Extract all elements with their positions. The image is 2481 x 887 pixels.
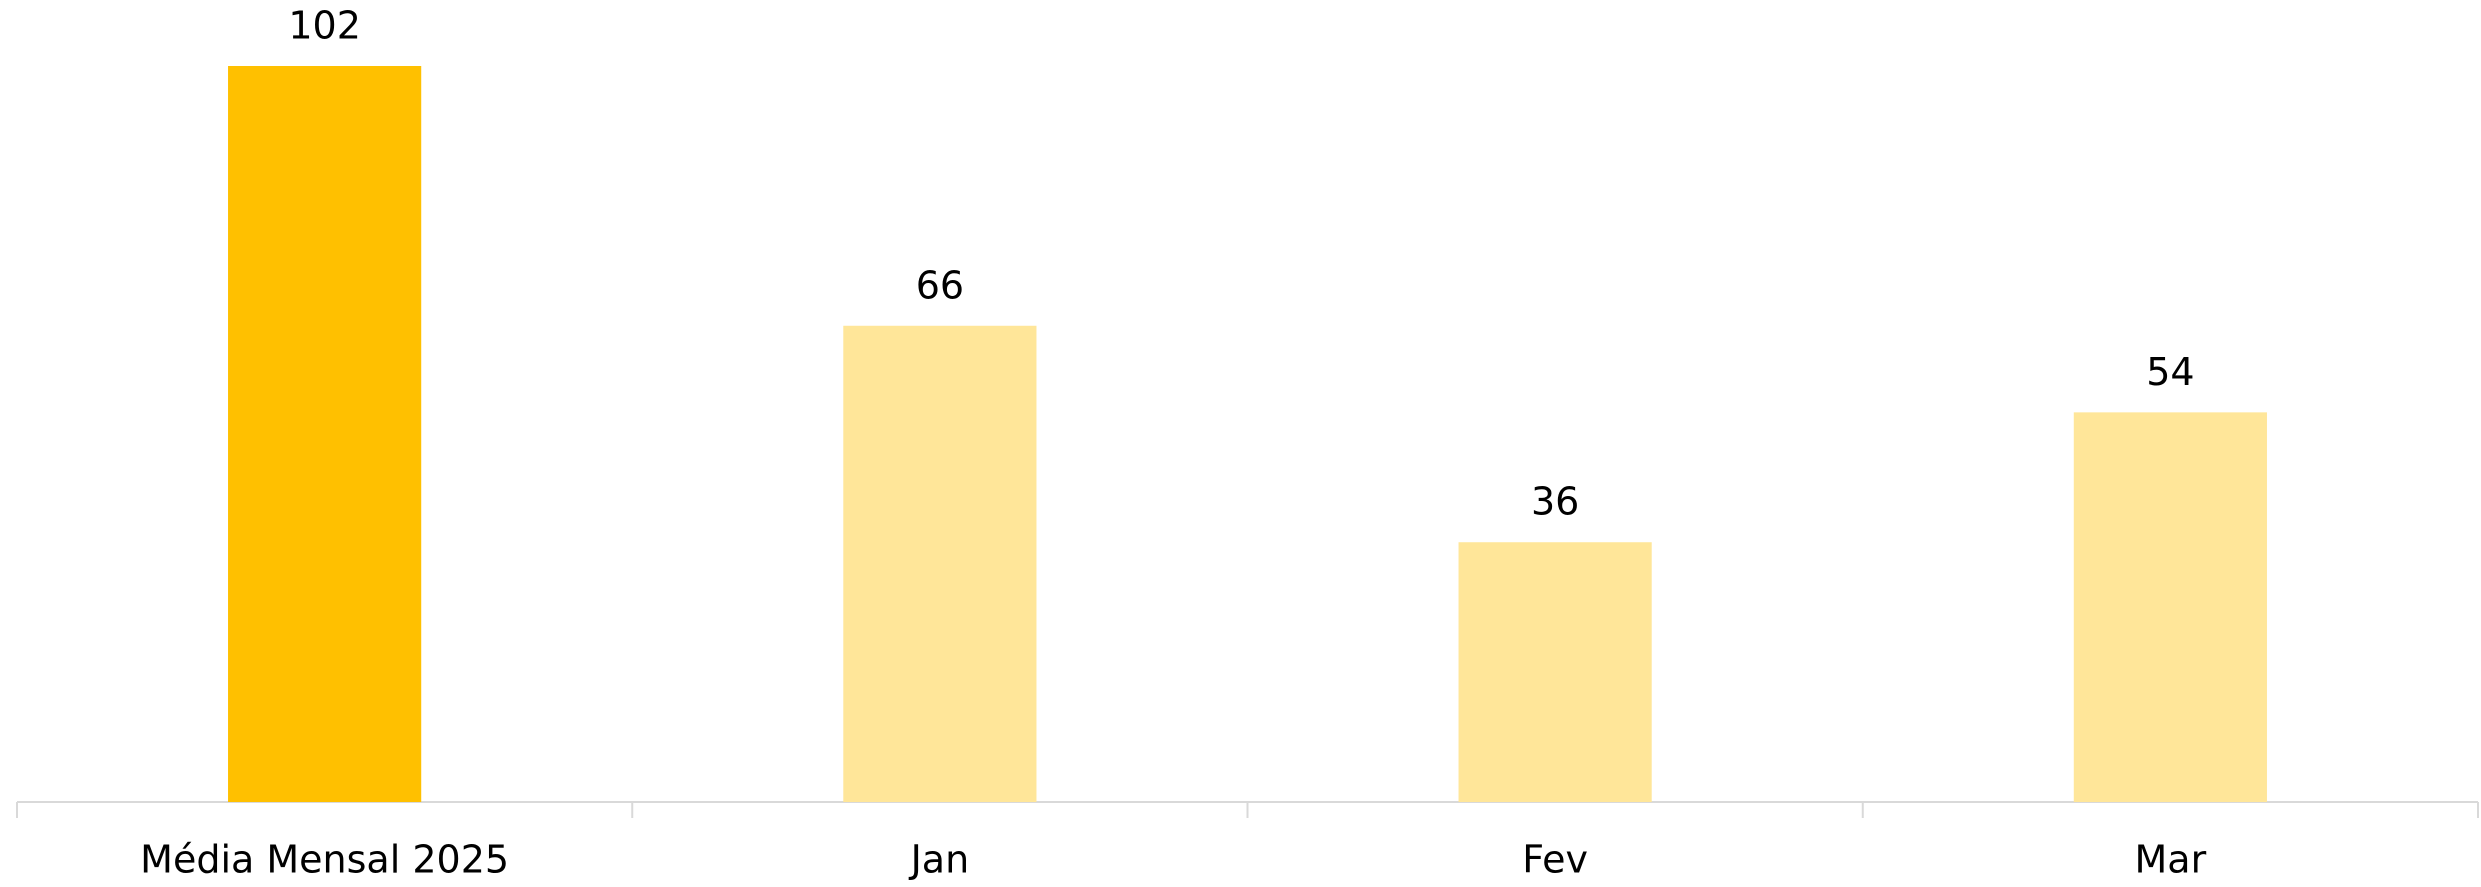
x-tick-label: Jan xyxy=(909,838,970,882)
value-label: 54 xyxy=(2146,350,2194,394)
bar xyxy=(843,325,1037,802)
bar xyxy=(2073,412,2267,802)
x-tick-label: Fev xyxy=(1522,838,1588,882)
bar xyxy=(1458,542,1652,802)
value-label: 102 xyxy=(288,4,361,48)
bar xyxy=(228,66,422,802)
x-tick-label: Média Mensal 2025 xyxy=(140,838,509,882)
value-label: 66 xyxy=(916,263,964,307)
x-tick-label: Mar xyxy=(2135,838,2207,882)
value-label: 36 xyxy=(1531,480,1579,524)
